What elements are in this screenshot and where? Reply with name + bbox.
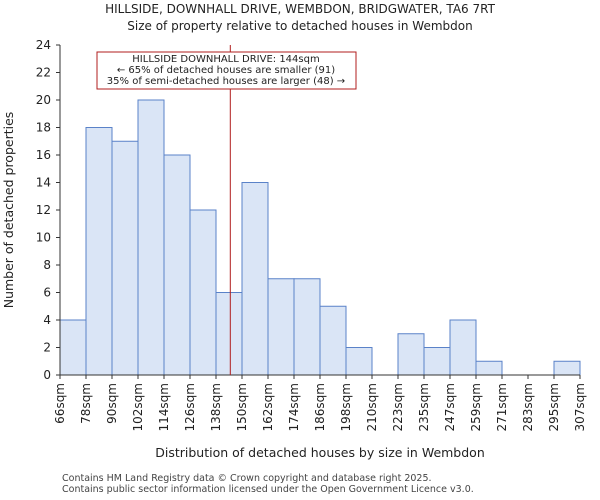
bar-247sqm bbox=[449, 319, 477, 376]
x-tick-label: 271sqm bbox=[495, 383, 509, 431]
x-tick-label: 90sqm bbox=[105, 383, 119, 424]
annotation-line-1: HILLSIDE DOWNHALL DRIVE: 144sqm bbox=[132, 54, 319, 65]
x-tick-label: 235sqm bbox=[417, 383, 431, 431]
x-tick-label: 114sqm bbox=[157, 383, 171, 431]
x-axis-label: Distribution of detached houses by size … bbox=[155, 445, 485, 460]
y-tick-label: 6 bbox=[43, 286, 51, 300]
y-tick-label: 0 bbox=[43, 368, 51, 382]
x-tick-label: 66sqm bbox=[53, 383, 67, 424]
chart-subtitle: Size of property relative to detached ho… bbox=[127, 19, 473, 33]
x-tick-label: 186sqm bbox=[313, 383, 327, 431]
x-tick-label: 259sqm bbox=[469, 383, 483, 431]
x-tick-label: 283sqm bbox=[521, 383, 535, 431]
y-tick-label: 10 bbox=[36, 231, 51, 245]
y-tick-label: 18 bbox=[36, 121, 51, 135]
footer-line-1: Contains HM Land Registry data © Crown c… bbox=[62, 473, 432, 484]
bar-295sqm bbox=[553, 360, 581, 376]
bar-150sqm bbox=[241, 182, 269, 376]
annotation-box: HILLSIDE DOWNHALL DRIVE: 144sqm ← 65% of… bbox=[96, 51, 357, 90]
y-tick-label: 8 bbox=[43, 258, 51, 272]
y-tick-label: 4 bbox=[43, 313, 51, 327]
bar-223sqm bbox=[397, 333, 425, 376]
bar-186sqm bbox=[319, 305, 347, 376]
bars-layer bbox=[59, 99, 581, 376]
bar-78sqm bbox=[85, 127, 113, 376]
y-tick-label: 14 bbox=[36, 176, 51, 190]
chart-title: HILLSIDE, DOWNHALL DRIVE, WEMBDON, BRIDG… bbox=[105, 2, 495, 16]
y-tick-label: 20 bbox=[36, 93, 51, 107]
bar-174sqm bbox=[293, 278, 321, 376]
annotation-line-2: ← 65% of detached houses are smaller (91… bbox=[117, 65, 335, 76]
x-tick-label: 102sqm bbox=[131, 383, 145, 431]
x-tick-label: 210sqm bbox=[365, 383, 379, 431]
bar-138sqm bbox=[215, 292, 243, 376]
x-tick-label: 198sqm bbox=[339, 383, 353, 431]
y-axis-label: Number of detached properties bbox=[1, 112, 16, 309]
y-tick-label: 12 bbox=[36, 203, 51, 217]
y-tick-label: 24 bbox=[36, 38, 51, 52]
x-tick-label: 162sqm bbox=[261, 383, 275, 431]
x-tick-label: 247sqm bbox=[443, 383, 457, 431]
bar-259sqm bbox=[475, 360, 503, 376]
annotation-line-3: 35% of semi-detached houses are larger (… bbox=[107, 76, 345, 87]
annotation-frame bbox=[96, 51, 357, 90]
x-tick-label: 295sqm bbox=[547, 383, 561, 431]
bar-102sqm bbox=[137, 99, 165, 376]
y-tick-label: 22 bbox=[36, 66, 51, 80]
x-tick-label: 307sqm bbox=[573, 383, 587, 431]
x-tick-label: 138sqm bbox=[209, 383, 223, 431]
x-tick-label: 126sqm bbox=[183, 383, 197, 431]
y-tick-label: 2 bbox=[43, 341, 51, 355]
bar-90sqm bbox=[111, 140, 139, 376]
footer-line-2: Contains public sector information licen… bbox=[62, 484, 474, 495]
bar-198sqm bbox=[345, 347, 373, 376]
bar-162sqm bbox=[267, 278, 295, 376]
x-tick-label: 223sqm bbox=[391, 383, 405, 431]
x-tick-label: 78sqm bbox=[79, 383, 93, 424]
bar-235sqm bbox=[423, 347, 451, 376]
x-tick-label: 150sqm bbox=[235, 383, 249, 431]
y-tick-label: 16 bbox=[36, 148, 51, 162]
x-tick-label: 174sqm bbox=[287, 383, 301, 431]
bar-114sqm bbox=[163, 154, 191, 376]
bar-126sqm bbox=[189, 209, 217, 376]
bar-66sqm bbox=[59, 319, 87, 376]
